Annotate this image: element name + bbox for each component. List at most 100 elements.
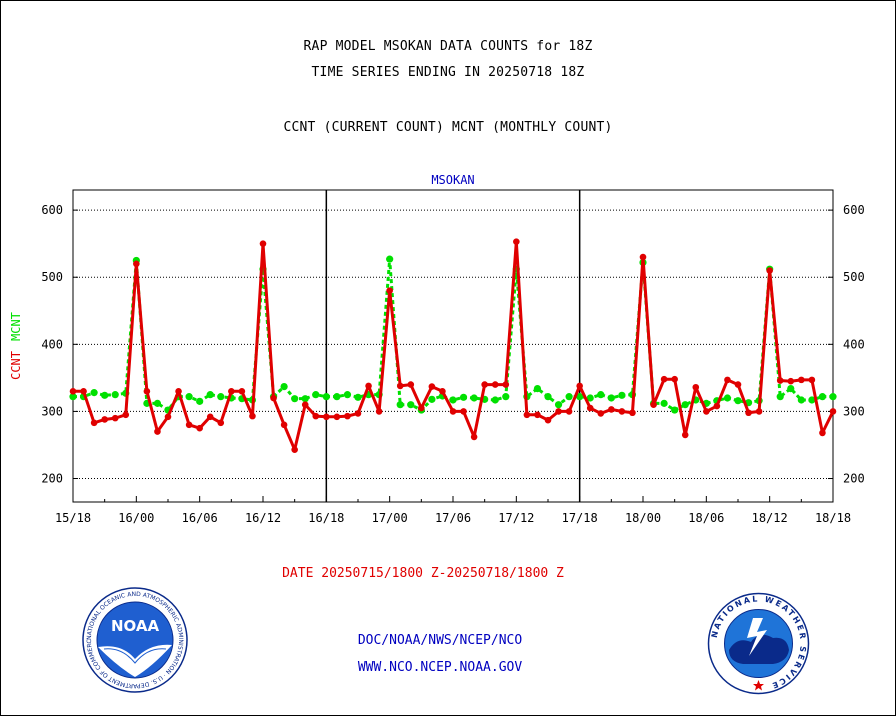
data-point-mcnt	[206, 391, 214, 399]
data-point-mcnt	[396, 401, 404, 409]
data-point-ccnt	[734, 381, 742, 388]
x-tick-label: 17/06	[435, 511, 471, 525]
data-point-mcnt	[333, 393, 341, 401]
data-point-ccnt	[375, 408, 383, 415]
data-point-ccnt	[618, 408, 626, 415]
data-point-mcnt	[576, 393, 584, 401]
data-point-ccnt	[608, 406, 615, 413]
data-point-ccnt	[660, 375, 668, 383]
data-point-ccnt	[776, 377, 784, 384]
data-point-mcnt	[153, 399, 162, 407]
data-point-ccnt	[534, 411, 541, 419]
data-point-ccnt	[513, 238, 520, 245]
data-point-ccnt	[122, 411, 130, 419]
data-point-ccnt	[143, 387, 151, 395]
data-point-ccnt	[80, 387, 87, 395]
data-point-ccnt	[249, 412, 256, 420]
data-point-mcnt	[280, 382, 288, 391]
x-tick-label: 17/18	[562, 511, 598, 525]
data-point-mcnt	[196, 397, 204, 405]
data-point-ccnt	[280, 421, 288, 429]
data-point-ccnt	[808, 376, 816, 384]
chart-title-line-3: CCNT (CURRENT COUNT) MCNT (MONTHLY COUNT…	[283, 120, 613, 135]
y-tick-label-left: 200	[41, 472, 63, 486]
data-point-mcnt	[407, 401, 415, 409]
data-point-ccnt	[101, 416, 108, 423]
data-point-mcnt	[69, 393, 77, 401]
data-point-ccnt	[333, 413, 341, 421]
x-tick-label: 16/06	[182, 511, 218, 525]
data-point-ccnt	[354, 410, 362, 417]
data-point-ccnt	[449, 408, 457, 415]
data-point-mcnt	[818, 393, 827, 401]
data-point-ccnt	[175, 387, 182, 395]
data-point-ccnt	[90, 419, 98, 427]
y-tick-label-right: 500	[843, 270, 865, 284]
data-point-mcnt	[597, 391, 605, 399]
credit-line-1: DOC/NOAA/NWS/NCEP/NCO	[357, 633, 523, 648]
data-point-mcnt	[354, 393, 362, 401]
data-point-ccnt	[671, 375, 678, 383]
data-point-ccnt	[470, 433, 478, 441]
x-tick-label: 16/12	[245, 511, 281, 525]
data-point-mcnt	[586, 394, 594, 402]
credit-line-2: WWW.NCO.NCEP.NOAA.GOV	[357, 660, 523, 675]
data-point-ccnt	[228, 387, 235, 395]
data-point-mcnt	[491, 396, 499, 404]
x-tick-label: 18/06	[688, 511, 724, 525]
series-mcnt	[69, 255, 837, 414]
data-point-ccnt	[681, 431, 689, 439]
y-tick-label-left: 500	[41, 270, 63, 284]
data-point-ccnt	[154, 428, 161, 435]
data-point-mcnt	[787, 385, 795, 393]
y-axis-label-part: CCNT	[9, 351, 23, 380]
data-point-mcnt	[343, 391, 352, 399]
x-tick-label: 17/00	[372, 511, 408, 525]
data-point-mcnt	[565, 393, 573, 401]
data-point-mcnt	[681, 401, 689, 409]
chart-title-line-2: TIME SERIES ENDING IN 20250718 18Z	[311, 65, 585, 80]
data-point-ccnt	[523, 411, 531, 419]
date-range-label: DATE 20250715/1800 Z-20250718/1800 Z	[282, 566, 564, 581]
x-tick-label: 16/00	[118, 511, 154, 525]
chart-title-line-1: RAP MODEL MSOKAN DATA COUNTS for 18Z	[303, 39, 593, 54]
data-point-ccnt	[787, 377, 795, 385]
data-point-mcnt	[618, 391, 626, 399]
data-point-mcnt	[607, 394, 615, 402]
y-tick-label-right: 600	[843, 203, 865, 217]
data-point-ccnt	[724, 376, 731, 384]
data-point-ccnt	[407, 381, 415, 388]
y-axis-label: CCNT MCNT	[9, 312, 23, 380]
data-point-ccnt	[439, 387, 446, 395]
data-point-mcnt	[734, 397, 742, 405]
data-point-mcnt	[185, 393, 193, 401]
data-point-ccnt	[196, 424, 203, 432]
data-point-ccnt	[639, 253, 647, 261]
data-point-ccnt	[217, 419, 225, 427]
data-point-ccnt	[586, 404, 594, 412]
data-point-ccnt	[301, 401, 309, 409]
data-point-ccnt	[185, 421, 193, 429]
y-tick-label-right: 300	[843, 404, 865, 418]
data-point-mcnt	[797, 396, 805, 404]
data-point-mcnt	[808, 396, 816, 404]
data-point-mcnt	[386, 255, 394, 263]
series-line-mcnt	[73, 257, 833, 412]
data-point-mcnt	[671, 406, 679, 414]
data-point-ccnt	[491, 381, 499, 388]
data-point-ccnt	[259, 240, 267, 247]
data-point-ccnt	[344, 412, 351, 420]
data-point-ccnt	[829, 408, 837, 415]
data-point-mcnt	[428, 395, 436, 403]
data-point-mcnt	[322, 393, 330, 401]
data-point-ccnt	[270, 394, 277, 402]
data-point-ccnt	[502, 381, 510, 388]
data-point-mcnt	[502, 393, 510, 401]
data-point-ccnt	[365, 382, 372, 390]
data-point-mcnt	[312, 391, 320, 399]
data-point-mcnt	[829, 393, 837, 401]
data-point-ccnt	[745, 409, 752, 417]
data-point-ccnt	[819, 429, 826, 437]
noaa-logo: NOAA NATIONAL OCEANIC AND ATMOSPHERIC AD…	[82, 587, 188, 693]
